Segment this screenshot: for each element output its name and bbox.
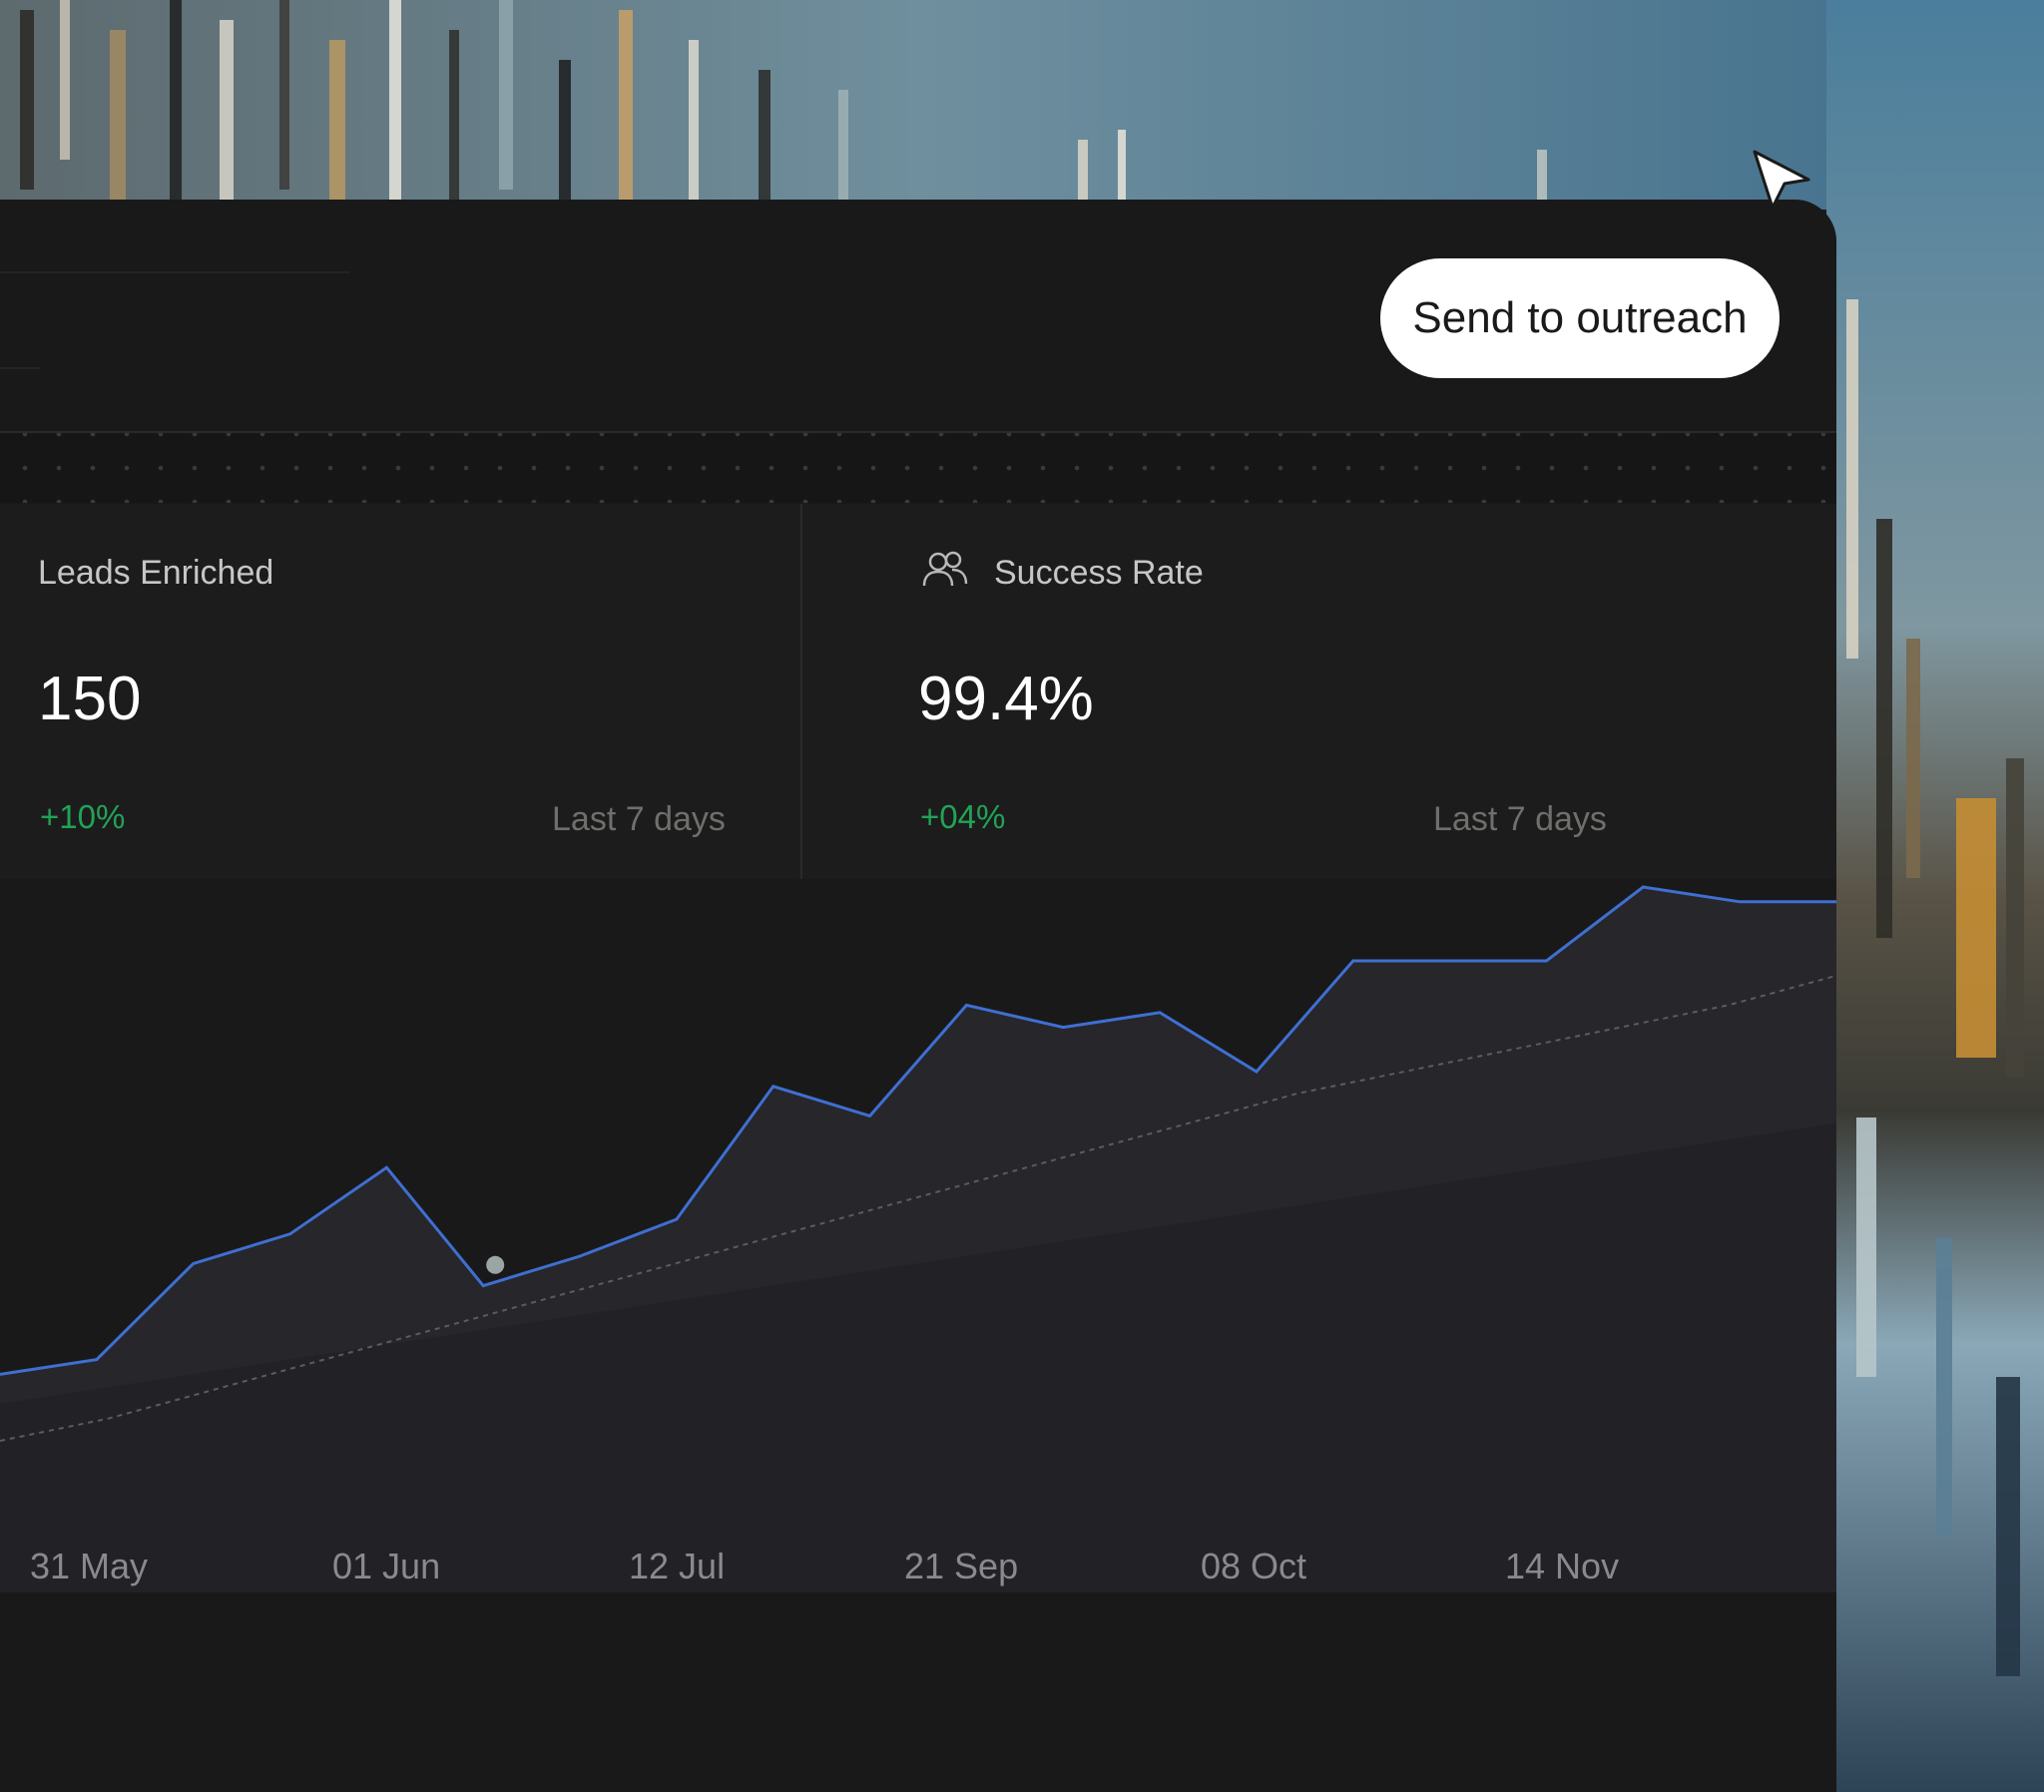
stats-row: Leads Enriched 150 +10% Last 7 days Succ… (0, 504, 1836, 879)
data-point-marker (486, 1255, 505, 1274)
x-tick-label: 31 May (30, 1546, 149, 1586)
stat-value: 150 (38, 665, 142, 733)
cursor-icon (1753, 150, 1810, 210)
trend-dashed-line (0, 974, 1836, 1442)
x-tick-label: 14 Nov (1505, 1546, 1620, 1586)
stat-label: Leads Enriched (38, 554, 274, 592)
x-tick-label: 01 Jun (332, 1546, 441, 1586)
stat-period: Last 7 days (552, 800, 726, 838)
x-tick-label: 12 Jul (629, 1546, 726, 1586)
stat-card-success-rate: Success Rate 99.4% +04% Last 7 days (802, 504, 1836, 879)
send-to-outreach-button[interactable]: Send to outreach (1380, 258, 1780, 378)
panel-header: Send to outreach (0, 200, 1836, 432)
dotted-separator (0, 433, 1836, 503)
stat-value: 99.4% (918, 665, 1094, 733)
header-divider (0, 431, 1836, 433)
header-divider (0, 271, 349, 273)
stat-period: Last 7 days (1433, 800, 1607, 838)
stat-divider (800, 504, 802, 879)
stat-change: +10% (40, 798, 126, 835)
header-divider (0, 367, 40, 369)
users-icon (922, 551, 968, 587)
lower-band-area (0, 1122, 1836, 1592)
stat-card-leads-enriched: Leads Enriched 150 +10% Last 7 days (0, 504, 800, 879)
stat-change: +04% (920, 798, 1006, 835)
leads-chart (0, 679, 1836, 1592)
stat-label: Success Rate (994, 554, 1204, 592)
chart-plot (0, 885, 1836, 1592)
x-tick-label: 08 Oct (1201, 1546, 1307, 1586)
x-tick-label: 21 Sep (904, 1546, 1019, 1586)
x-axis-labels: 31 May 01 Jun 12 Jul 21 Sep 08 Oct 14 Nov (0, 1546, 1836, 1605)
series-line (0, 885, 1836, 1376)
series-area-fill (0, 887, 1836, 1404)
